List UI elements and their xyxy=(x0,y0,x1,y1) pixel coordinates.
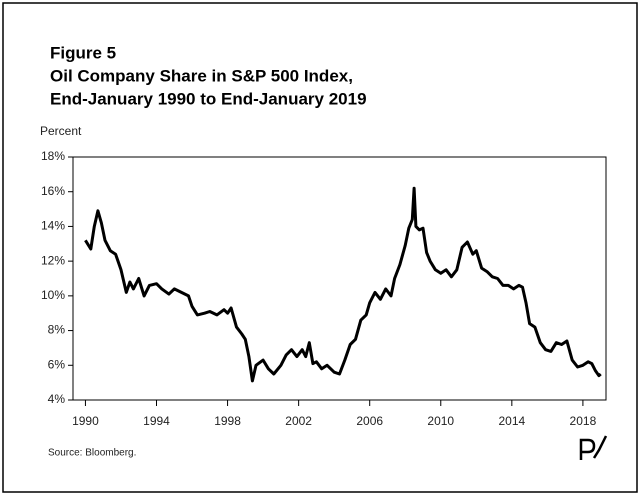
x-tick-label: 2018 xyxy=(570,414,597,428)
title-line: End-January 1990 to End-January 2019 xyxy=(50,89,367,108)
y-tick-label: 12% xyxy=(41,253,65,267)
x-tick-label: 2010 xyxy=(427,414,454,428)
y-tick-label: 14% xyxy=(41,219,65,233)
source: Source: Bloomberg. xyxy=(48,448,136,459)
x-tick-label: 2006 xyxy=(356,414,383,428)
y-tick-label: 10% xyxy=(41,288,65,302)
plot-frame xyxy=(72,156,607,401)
x-tick-label: 1990 xyxy=(72,414,99,428)
y-tick-label: 4% xyxy=(48,392,66,406)
y-tick-label: 18% xyxy=(41,149,65,163)
y-axis-label: Percent xyxy=(40,124,82,138)
title-line: Figure 5 xyxy=(50,43,116,62)
y-tick-label: 16% xyxy=(41,184,65,198)
logo xyxy=(579,435,608,460)
series-line xyxy=(84,186,602,383)
y-tick-label: 8% xyxy=(48,323,66,337)
x-tick-label: 1998 xyxy=(214,414,241,428)
x-tick-label: 1994 xyxy=(143,414,170,428)
x-tick-label: 2002 xyxy=(285,414,312,428)
y-tick-label: 6% xyxy=(48,357,66,371)
title-line: Oil Company Share in S&P 500 Index, xyxy=(50,66,353,85)
x-tick-label: 2014 xyxy=(498,414,525,428)
